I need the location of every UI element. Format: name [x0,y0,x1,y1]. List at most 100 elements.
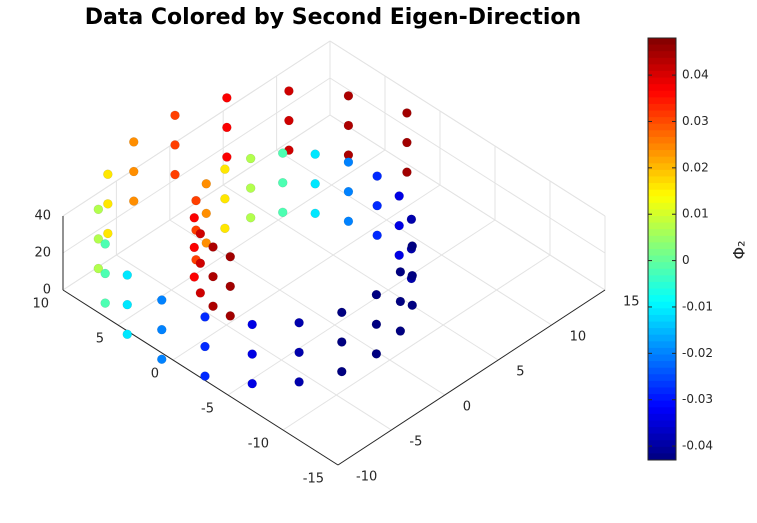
point [343,186,354,197]
x-axis-line [337,289,606,466]
colorbar-segment [648,150,676,158]
colorbar-segment [648,143,676,151]
x-tick-label: 15 [623,295,640,310]
point [371,289,382,300]
colorbar-segment [648,229,676,237]
point [395,267,406,277]
point [372,230,382,241]
colorbar-segment [648,130,676,138]
z-tick-label: 40 [34,209,51,224]
point [200,371,210,381]
colorbar-segment [648,446,676,454]
colorbar-tick-label: -0.01 [682,299,713,313]
colorbar-segment [648,136,676,144]
colorbar-segment [648,84,676,92]
colorbar-segment [648,295,676,303]
grid-line [329,40,606,217]
point [247,319,257,330]
colorbar-segment [648,387,676,395]
colorbar-segment [648,427,676,435]
colorbar-segment [648,57,676,65]
x-tick-label: 5 [516,365,524,380]
point [189,242,200,253]
colorbar-tick-label: 0.02 [682,160,709,174]
point [170,110,180,121]
point [294,347,304,358]
point [310,149,320,159]
colorbar-segment [648,433,676,441]
colorbar-segment [648,216,676,224]
point [208,242,218,252]
colorbar-tick-label: 0.01 [682,207,709,221]
grid-line [282,254,551,431]
colorbar-tick-label: -0.04 [682,439,713,453]
point [247,378,257,389]
point [122,299,133,310]
grid-line [62,40,331,217]
point [284,115,294,126]
point [195,258,206,269]
point [294,317,304,328]
point [225,311,236,321]
colorbar-segment [648,453,676,461]
colorbar-segment [648,64,676,72]
point [157,295,167,305]
point [200,341,210,352]
colorbar-segment [648,328,676,336]
colorbar-segment [648,249,676,257]
point [93,204,104,215]
colorbar-segment [648,420,676,428]
colorbar-segment [648,189,676,197]
point [103,199,113,209]
point [402,137,412,148]
point [247,349,257,359]
colorbar-segment [648,367,676,375]
point [277,177,288,188]
y-tick-label: -5 [201,402,214,417]
point [371,319,382,330]
point [371,349,382,359]
point [201,208,212,219]
grid-line [329,77,606,254]
point [220,164,230,174]
colorbar-segment [648,209,676,217]
colorbar-segment [648,321,676,329]
point [208,271,218,282]
point [310,179,320,189]
point [343,91,354,101]
x-tick-label: -5 [409,435,422,450]
colorbar-segment [648,308,676,316]
point [201,238,212,248]
colorbar-tick-label: 0.03 [682,114,709,128]
point [225,251,236,262]
point [394,191,404,201]
colorbar-segment [648,374,676,382]
colorbar-segment [648,222,676,230]
point [402,108,412,118]
colorbar-tick-label: -0.02 [682,346,713,360]
point [122,329,133,340]
colorbar-frame [647,37,677,461]
colorbar-segment [648,51,676,59]
grid-line [62,77,331,254]
colorbar-segment [648,341,676,349]
colorbar-segment [648,202,676,210]
point [93,263,104,274]
point [294,377,304,387]
point [395,296,406,307]
point [407,270,417,281]
x-tick-label: 0 [463,400,471,415]
colorbar-segment [648,70,676,79]
colorbar-segment [648,407,676,415]
point [201,179,212,189]
point [122,270,133,280]
point [284,86,294,96]
colorbar-segment [648,196,676,204]
colorbar-segment [648,440,676,448]
z-tick-label: 20 [34,246,51,261]
point [277,207,288,218]
point [343,120,354,131]
point [372,200,382,211]
colorbar-segment [648,242,676,250]
